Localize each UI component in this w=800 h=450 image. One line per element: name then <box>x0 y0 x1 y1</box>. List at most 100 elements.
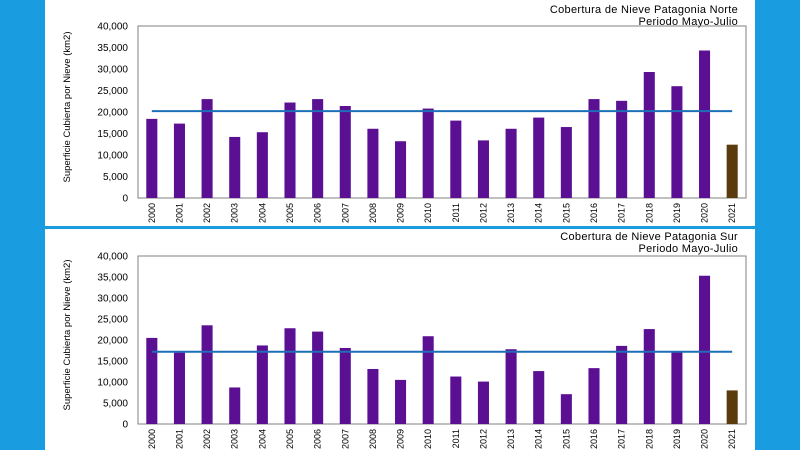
bar <box>699 275 711 424</box>
x-tick-label: 2006 <box>313 203 323 223</box>
y-tick-label: 20,000 <box>97 108 128 119</box>
bar <box>229 387 241 424</box>
chart-subtitle: Periodo Mayo-Julio <box>638 16 738 28</box>
x-tick-label: 2000 <box>147 203 157 223</box>
chart-patagonia-sur: Cobertura de Nieve Patagonia Sur Periodo… <box>62 231 747 449</box>
bar-highlight <box>726 390 738 424</box>
y-tick-label: 5,000 <box>103 399 128 410</box>
x-tick-label: 2012 <box>478 203 488 223</box>
y-tick-label: 15,000 <box>97 357 128 368</box>
bar <box>616 345 628 424</box>
x-tick-label: 2006 <box>313 429 323 449</box>
x-tick-label: 2009 <box>396 429 406 449</box>
bar <box>201 325 213 424</box>
bar <box>284 102 296 198</box>
bar <box>173 123 185 198</box>
x-tick-label: 2018 <box>644 203 654 223</box>
x-tick-labels: 2000 2001 2002 2003 2004 2005 2006 2007 2008 2009… <box>147 203 737 223</box>
x-tick-label: 2008 <box>368 203 378 223</box>
bar <box>671 86 683 198</box>
x-tick-label: 2009 <box>396 203 406 223</box>
x-tick-label: 2015 <box>561 203 571 223</box>
bar <box>367 368 379 424</box>
y-tick-label: 40,000 <box>97 252 128 263</box>
y-tick-label: 5,000 <box>103 172 128 183</box>
panel-divider <box>45 226 755 229</box>
y-axis-label: Superficie Cubierta por Nieve (km2) <box>62 259 73 410</box>
bar <box>450 376 462 424</box>
x-tick-label: 2002 <box>202 429 212 449</box>
bar <box>588 99 600 198</box>
x-tick-label: 2018 <box>644 429 654 449</box>
x-tick-label: 2007 <box>340 429 350 449</box>
y-tick-label: 40,000 <box>97 22 128 33</box>
x-tick-label: 2005 <box>285 429 295 449</box>
y-tick-label: 0 <box>122 420 128 431</box>
x-tick-label: 2001 <box>174 203 184 223</box>
x-tick-label: 2001 <box>174 429 184 449</box>
x-tick-label: 2010 <box>423 203 433 223</box>
x-tick-label: 2020 <box>700 203 710 223</box>
bar <box>643 329 655 424</box>
x-tick-label: 2004 <box>257 429 267 449</box>
bar <box>477 381 489 424</box>
bar <box>560 394 572 424</box>
bar <box>312 99 324 198</box>
y-tick-label: 30,000 <box>97 294 128 305</box>
bar-highlight <box>726 144 738 198</box>
bar <box>256 132 268 198</box>
x-tick-label: 2020 <box>700 429 710 449</box>
x-tick-label: 2002 <box>202 203 212 223</box>
bar <box>284 328 296 424</box>
bar <box>229 136 241 198</box>
chart-title: Cobertura de Nieve Patagonia Sur <box>560 231 738 243</box>
bar <box>173 352 185 424</box>
y-tick-labels: 0 5,000 10,000 15,000 20,000 25,000 30,000 35,0… <box>97 252 128 431</box>
chart-title: Cobertura de Nieve Patagonia Norte <box>550 4 738 16</box>
x-tick-label: 2014 <box>534 203 544 223</box>
bar <box>339 347 351 424</box>
bar <box>616 100 628 198</box>
bar <box>146 337 158 424</box>
bar <box>533 117 545 198</box>
x-tick-label: 2011 <box>451 429 461 448</box>
x-tick-label: 2017 <box>617 203 627 223</box>
x-tick-label: 2012 <box>478 429 488 449</box>
bar <box>560 127 572 198</box>
y-tick-label: 30,000 <box>97 65 128 76</box>
bar <box>505 128 517 198</box>
x-tick-label: 2019 <box>672 429 682 449</box>
x-tick-label: 2016 <box>589 203 599 223</box>
bar <box>533 371 545 424</box>
x-tick-labels: 2000 2001 2002 2003 2004 2005 2006 2007 2008 2009… <box>147 429 737 449</box>
bar <box>588 368 600 424</box>
x-tick-label: 2004 <box>257 203 267 223</box>
bar <box>450 120 462 198</box>
y-tick-label: 10,000 <box>97 151 128 162</box>
bar <box>505 349 517 424</box>
bar <box>395 379 407 424</box>
x-tick-label: 2010 <box>423 429 433 449</box>
plot-area-frame <box>137 255 747 425</box>
x-tick-label: 2014 <box>534 429 544 449</box>
x-tick-label: 2016 <box>589 429 599 449</box>
x-tick-label: 2008 <box>368 429 378 449</box>
bar <box>477 140 489 198</box>
x-tick-label: 2003 <box>230 429 240 449</box>
bar <box>146 118 158 198</box>
x-tick-label: 2013 <box>506 429 516 449</box>
bar <box>312 331 324 424</box>
y-tick-label: 35,000 <box>97 43 128 54</box>
bar <box>699 50 711 199</box>
x-tick-label: 2003 <box>230 203 240 223</box>
bar-series <box>146 275 738 424</box>
x-tick-label: 2021 <box>727 203 737 223</box>
bar <box>422 336 434 424</box>
y-tick-label: 25,000 <box>97 86 128 97</box>
bar <box>671 351 683 424</box>
x-tick-label: 2015 <box>561 429 571 449</box>
bar <box>339 105 351 198</box>
y-tick-label: 0 <box>122 194 128 205</box>
y-tick-labels: 0 5,000 10,000 15,000 20,000 25,000 30,000 35,0… <box>97 22 128 205</box>
